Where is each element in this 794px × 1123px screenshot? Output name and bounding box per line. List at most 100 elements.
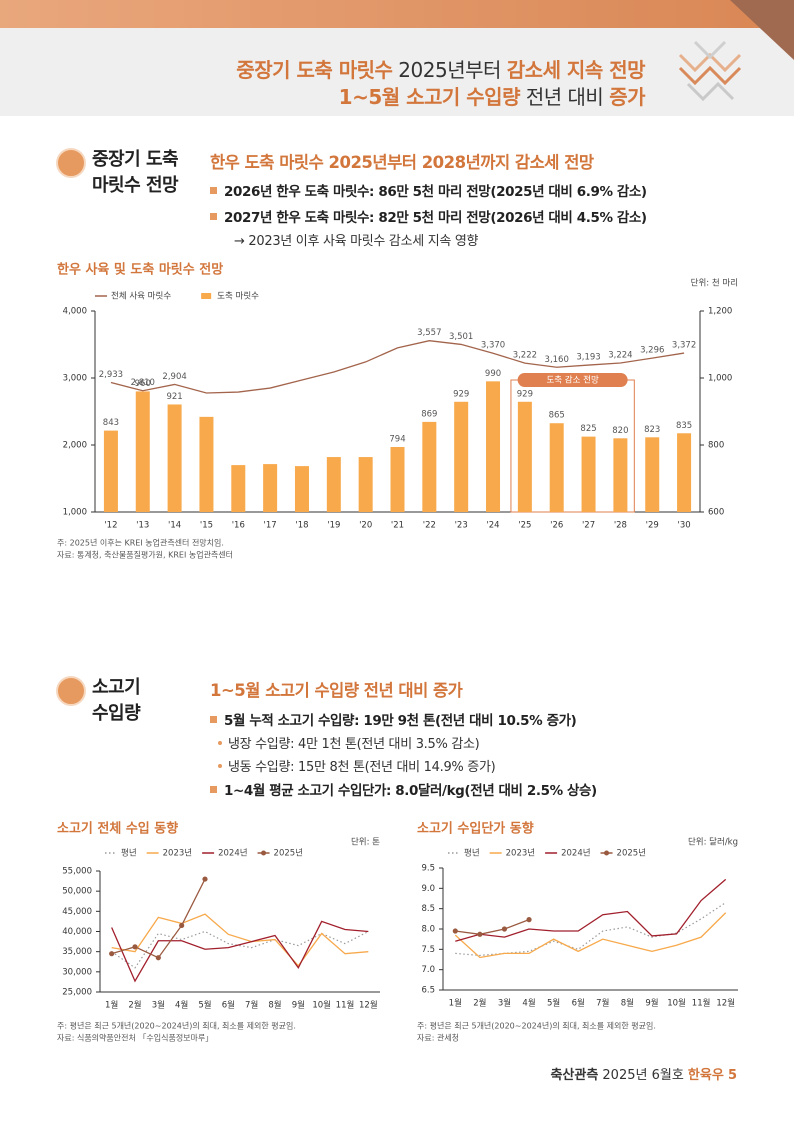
y-tick-label: 7.0	[421, 965, 435, 975]
bar	[677, 433, 692, 512]
x-tick-label: '19	[327, 521, 340, 531]
x-tick-label: 8월	[621, 998, 634, 1009]
value-label: 3,193	[576, 353, 600, 363]
sub-bullet: 냉장 수입량: 4만 1천 톤(전년 대비 3.5% 감소)	[218, 733, 480, 752]
value-label: 820	[612, 426, 628, 436]
bar	[263, 464, 278, 512]
bullet: 2026년 한우 도축 마릿수: 86만 5천 마리 전망(2025년 대비 6…	[210, 180, 647, 200]
value-label: 921	[166, 392, 182, 402]
value-label: 2,810	[131, 378, 155, 388]
unit-label: 단위: 달러/kg	[688, 837, 738, 848]
y-tick-label: 50,000	[62, 887, 92, 897]
series-line	[110, 340, 685, 394]
chart-note: 자료: 통계청, 축산물품질평가원, KREI 농업관측센터	[57, 550, 233, 560]
y-tick-label: 9.0	[421, 884, 435, 894]
x-tick-label: '17	[264, 521, 277, 531]
bar	[422, 421, 437, 512]
footer-segment: 축산관측	[550, 1068, 599, 1083]
x-tick-label: 6월	[572, 998, 585, 1009]
legend-label: 2024년	[218, 848, 247, 859]
point	[452, 928, 458, 934]
point	[155, 955, 161, 961]
value-label: 2,904	[162, 372, 186, 382]
x-tick-label: 9월	[292, 1000, 305, 1011]
legend-label: 평년	[121, 848, 137, 859]
series-line	[454, 912, 727, 959]
annotation-pill	[517, 373, 628, 387]
value-label: 3,370	[481, 341, 505, 351]
bar	[517, 401, 532, 512]
x-tick-label: 4월	[175, 1000, 188, 1011]
bar	[454, 401, 469, 512]
legend-label: 2025년	[617, 848, 646, 859]
x-tick-label: 3월	[152, 1000, 165, 1011]
bullet: 1~4월 평균 소고기 수입단가: 8.0달러/kg(전년 대비 2.5% 상승…	[210, 779, 597, 799]
section-heading: 1~5월 소고기 수입량 전년 대비 증가	[210, 681, 463, 700]
label-line: 중장기 도축	[92, 149, 179, 170]
bullet: 5월 누적 소고기 수입량: 19만 9천 톤(전년 대비 10.5% 증가)	[210, 709, 577, 729]
y-tick-label: 3,000	[63, 374, 87, 384]
title-segment: 감소세 지속 전망	[506, 58, 646, 82]
chart-title: 한우 사육 및 도축 마릿수 전망	[57, 262, 223, 278]
value-label: 3,160	[545, 355, 569, 365]
bar	[167, 404, 182, 512]
value-label: 3,372	[672, 341, 696, 351]
header-title: 중장기 도축 마릿수 2025년부터 감소세 지속 전망	[236, 54, 645, 83]
header	[0, 28, 794, 116]
y-tick-label: 35,000	[62, 947, 92, 957]
value-label: 3,557	[417, 328, 441, 338]
x-tick-label: 5월	[198, 1000, 211, 1011]
section-icon	[56, 676, 86, 706]
y2-tick-label: 800	[708, 441, 724, 451]
value-label: 835	[676, 421, 692, 431]
title-segment: 중장기 도축 마릿수	[236, 58, 393, 82]
chart-note: 주: 2025년 이후는 KREI 농업관측센터 전망치임.	[57, 538, 224, 548]
x-tick-label: '22	[423, 521, 436, 531]
legend-label: 2023년	[163, 848, 192, 859]
y-tick-label: 30,000	[62, 967, 92, 977]
bar	[135, 391, 150, 512]
legend-label: 전체 사육 마릿수	[111, 291, 171, 302]
x-tick-label: 11월	[336, 1000, 355, 1011]
point	[477, 931, 483, 937]
chart-note: 주: 평년은 최근 5개년(2020~2024년)의 최대, 최소를 제외한 평…	[57, 1021, 296, 1031]
x-tick-label: 7월	[596, 998, 609, 1009]
x-tick-label: '12	[104, 521, 117, 531]
value-label: 825	[580, 424, 596, 434]
point	[109, 951, 115, 957]
x-tick-label: 12월	[716, 998, 735, 1009]
point	[202, 876, 208, 882]
legend-label: 도축 마릿수	[217, 291, 259, 302]
x-tick-label: 10월	[312, 1000, 331, 1011]
value-label: 2,933	[99, 370, 123, 380]
header-pattern	[678, 40, 742, 102]
section-label: 중장기 도축 마릿수 전망	[92, 147, 179, 199]
y2-tick-label: 600	[708, 508, 724, 518]
chart-note: 자료: 관세청	[417, 1033, 459, 1043]
x-tick-label: '13	[136, 521, 149, 531]
x-tick-label: '25	[518, 521, 531, 531]
x-tick-label: 2월	[473, 998, 486, 1009]
bar	[645, 437, 660, 512]
y-tick-label: 25,000	[62, 988, 92, 998]
x-tick-label: '24	[486, 521, 499, 531]
value-label: 3,296	[640, 346, 664, 356]
pattern	[693, 40, 727, 60]
x-tick-label: '23	[455, 521, 468, 531]
x-tick-label: 9월	[645, 998, 658, 1009]
series-line	[111, 913, 369, 967]
value-label: 823	[644, 425, 660, 435]
value-label: 3,224	[608, 350, 632, 360]
x-tick-label: 3월	[498, 998, 511, 1009]
bar	[294, 466, 309, 512]
page-number: 5	[727, 1068, 737, 1083]
chart-title: 소고기 수입단가 동향	[417, 821, 534, 837]
value-label: 3,222	[513, 351, 537, 361]
legend-label: 평년	[464, 848, 480, 859]
corner-deco	[730, 0, 794, 60]
x-tick-label: 7월	[245, 1000, 258, 1011]
value-label: 3,501	[449, 332, 473, 342]
value-label: 843	[103, 418, 119, 428]
y2-tick-label: 1,200	[708, 307, 732, 317]
x-tick-label: '16	[232, 521, 245, 531]
